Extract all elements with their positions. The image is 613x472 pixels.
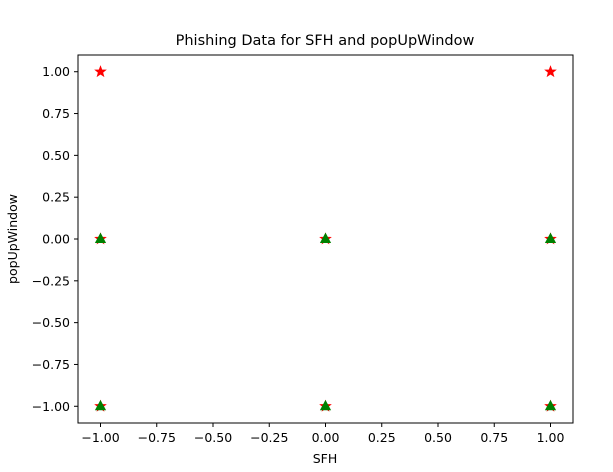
triangle-marker bbox=[544, 232, 557, 243]
x-tick-label: −0.75 bbox=[138, 430, 176, 445]
x-tick-label: 0.75 bbox=[480, 430, 508, 445]
y-tick-label: −0.75 bbox=[32, 357, 70, 372]
triangle-marker bbox=[94, 232, 107, 243]
x-tick-label: 0.25 bbox=[368, 430, 396, 445]
x-axis-ticks: −1.00 −0.75 −0.50 −0.25 0.00 0.25 0.50 0.75 1.00 bbox=[81, 423, 564, 445]
triangle-marker bbox=[94, 399, 107, 411]
y-tick-label: −0.50 bbox=[32, 315, 70, 330]
y-tick-label: 0.25 bbox=[42, 190, 70, 205]
triangle-marker bbox=[319, 399, 332, 411]
y-tick-label: 0.50 bbox=[42, 148, 70, 163]
x-tick-label: −0.50 bbox=[194, 430, 232, 445]
chart-title: Phishing Data for SFH and popUpWindow bbox=[176, 33, 475, 49]
data-points bbox=[94, 65, 557, 412]
star-marker bbox=[544, 65, 557, 78]
x-axis-label: SFH bbox=[313, 451, 338, 466]
x-tick-label: −0.25 bbox=[250, 430, 288, 445]
y-axis-label: popUpWindow bbox=[5, 194, 20, 284]
x-tick-label: 0.00 bbox=[312, 430, 340, 445]
x-tick-label: −1.00 bbox=[81, 430, 119, 445]
triangle-marker bbox=[544, 399, 557, 411]
x-tick-label: 0.50 bbox=[424, 430, 452, 445]
y-tick-label: 0.75 bbox=[42, 106, 70, 121]
x-tick-label: 1.00 bbox=[537, 430, 565, 445]
y-axis-ticks: −1.00 −0.75 −0.50 −0.25 0.00 0.25 0.50 0.75 1.00 bbox=[32, 64, 78, 414]
y-tick-label: −0.25 bbox=[32, 273, 70, 288]
triangle-marker bbox=[319, 232, 332, 243]
y-tick-label: −1.00 bbox=[32, 399, 70, 414]
y-tick-label: 1.00 bbox=[42, 64, 70, 79]
y-tick-label: 0.00 bbox=[42, 232, 70, 247]
star-marker bbox=[94, 65, 107, 78]
